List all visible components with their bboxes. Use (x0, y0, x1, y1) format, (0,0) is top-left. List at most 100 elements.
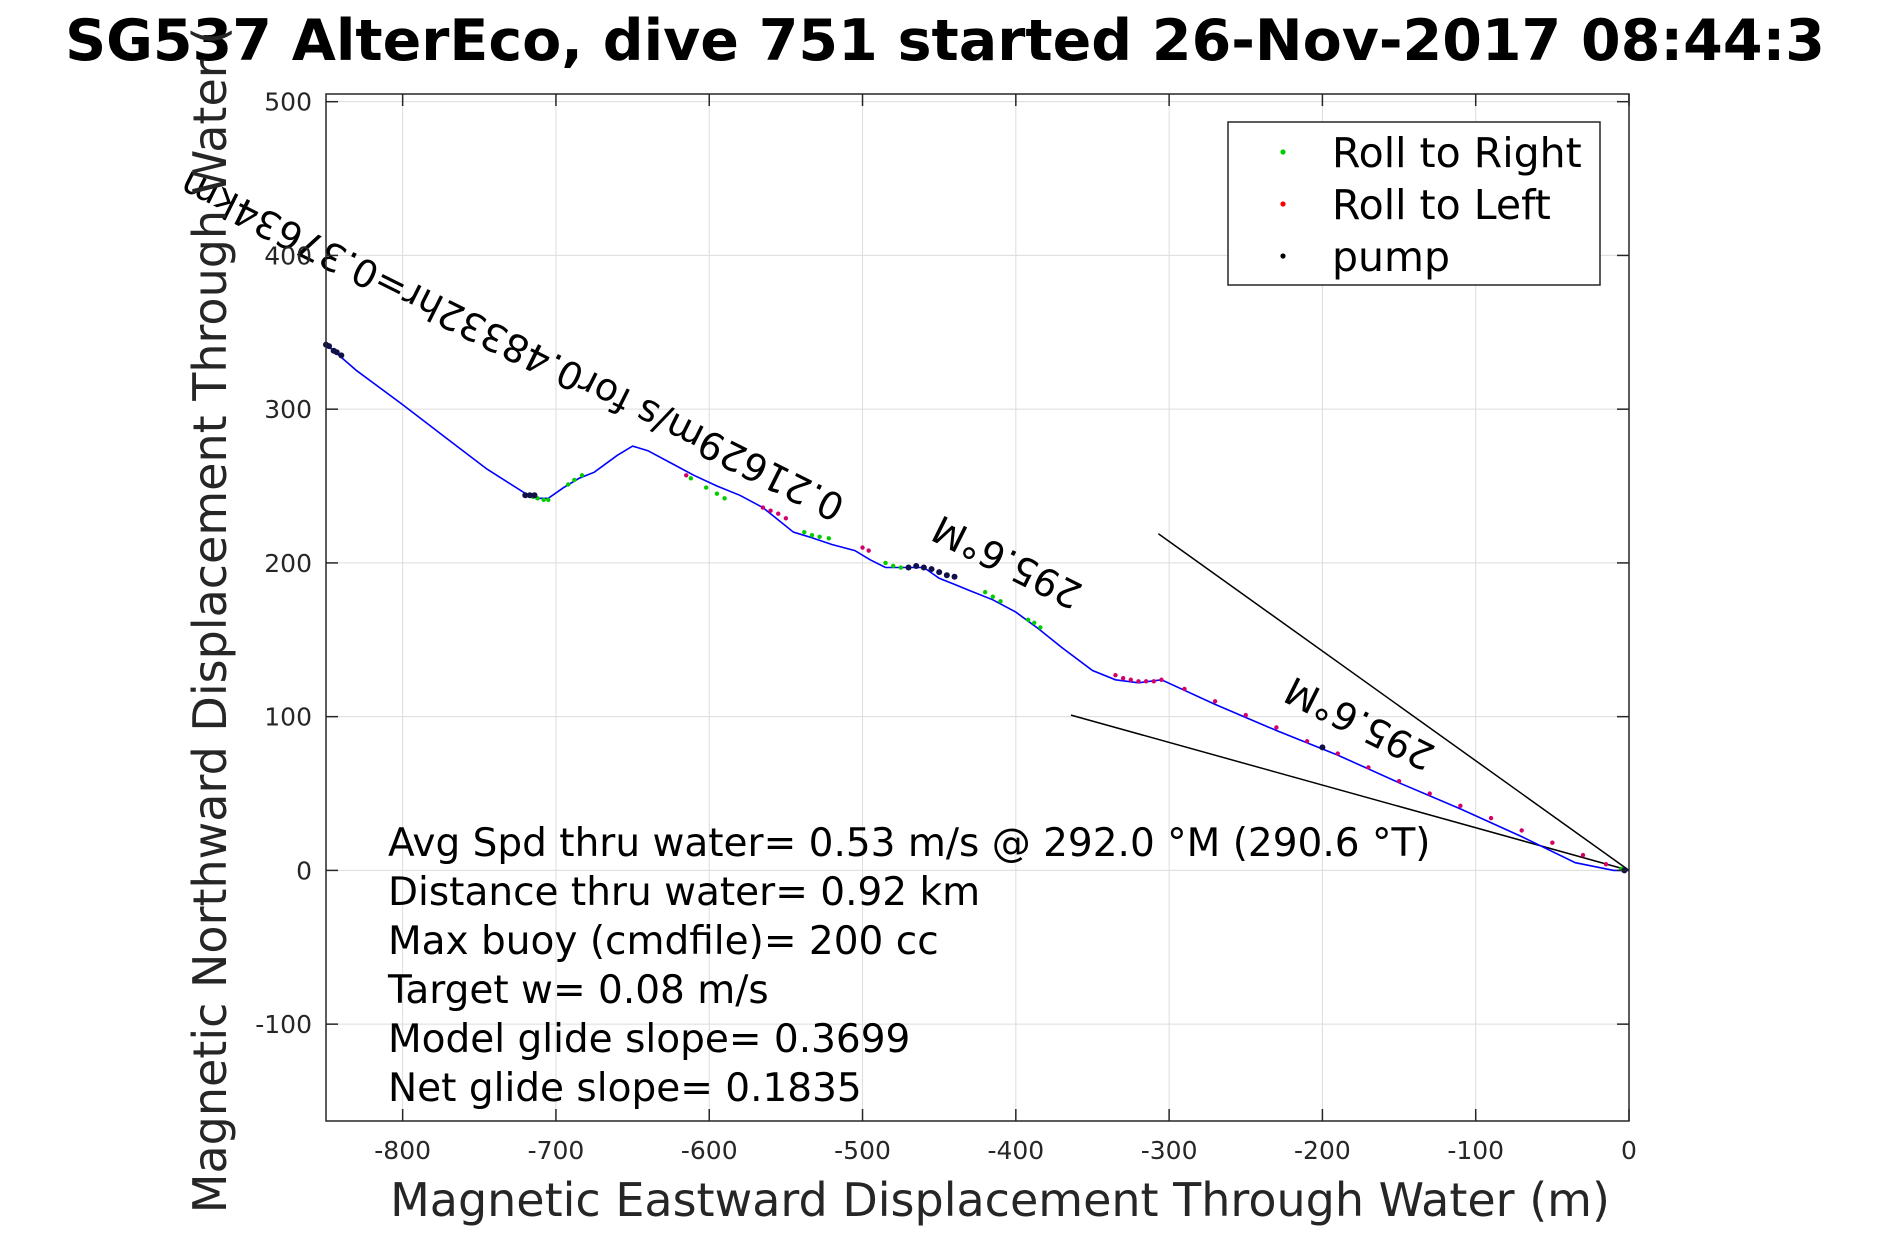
pump-point (526, 492, 533, 499)
annotation-line: Max buoy (cmdfile)= 200 cc (388, 919, 939, 964)
roll-right-point (579, 473, 585, 478)
legend-marker (1280, 253, 1286, 259)
legend-label: Roll to Left (1332, 181, 1551, 229)
annotation-line: Distance thru water= 0.92 km (388, 870, 980, 915)
roll-left-point (1396, 779, 1402, 784)
annotation-block: Avg Spd thru water= 0.53 m/s @ 292.0 °M … (387, 821, 1431, 1111)
roll-right-point (1025, 617, 1031, 622)
roll-left-point (760, 505, 766, 510)
pump-point (333, 349, 340, 356)
pump-point (951, 573, 958, 580)
guide-line (1157, 533, 1630, 872)
roll-left-point (1136, 679, 1141, 684)
roll-left-point (860, 545, 865, 550)
annotation-line: Target w= 0.08 m/s (387, 968, 769, 1013)
roll-left-point (684, 473, 689, 478)
roll-left-point (1603, 862, 1609, 867)
legend-marker (1280, 201, 1286, 207)
annotation-line: Model glide slope= 0.3699 (388, 1017, 910, 1062)
roll-left-point (1580, 852, 1586, 858)
roll-right-point (898, 565, 904, 570)
guide-lines (1070, 533, 1630, 872)
roll-right-point (1038, 625, 1043, 630)
roll-left-point (1274, 725, 1279, 730)
x-axis-label: Magnetic Eastward Displacement Through W… (390, 1173, 1610, 1227)
x-axis-ticks: -800 -700 -600 -500 -400 -300 -200 -100 0 (374, 94, 1637, 1165)
roll-left-point (1550, 840, 1555, 845)
roll-left-point (866, 548, 871, 553)
y-tick-label: 100 (264, 703, 312, 732)
roll-left-point (1182, 686, 1187, 692)
plot-frame (325, 93, 1630, 1122)
pump-point (338, 352, 345, 359)
y-tick-label: 400 (264, 241, 312, 270)
grid-lines (326, 94, 1630, 1121)
roll-left-point (1113, 672, 1118, 678)
legend-label: Roll to Right (1332, 129, 1582, 177)
pump-point (905, 564, 912, 571)
guide-line (1070, 714, 1630, 872)
roll-right-point (890, 563, 896, 569)
chart-title: SG537 AlterEco, dive 751 started 26-Nov-… (65, 8, 1825, 74)
roll-left-point (1159, 677, 1164, 682)
x-tick-label: -600 (681, 1136, 738, 1165)
roll-right-point (688, 476, 694, 481)
x-tick-label: -300 (1141, 1136, 1198, 1165)
roll-left-point (1366, 765, 1371, 770)
roll-left-point (1243, 712, 1248, 718)
y-tick-label: 300 (264, 395, 312, 424)
roll-right-point (990, 594, 996, 599)
y-tick-label: 500 (264, 88, 312, 117)
pump-point (936, 569, 943, 576)
x-tick-label: -800 (374, 1136, 431, 1165)
pump-point (920, 564, 927, 571)
roll-right-point (817, 534, 822, 539)
roll-right-point (722, 496, 727, 501)
roll-left-point (783, 516, 789, 521)
annotation-line: Avg Spd thru water= 0.53 m/s @ 292.0 °M … (388, 821, 1431, 866)
roll-left-point (776, 511, 781, 516)
roll-left-point (1335, 751, 1340, 756)
y-tick-label: -100 (255, 1010, 312, 1039)
roll-left-point (768, 508, 773, 513)
x-tick-label: -400 (987, 1136, 1044, 1165)
roll-right-point (982, 589, 988, 595)
roll-right-point (998, 599, 1003, 604)
roll-left-point (1143, 679, 1149, 684)
roll-right-point (703, 485, 709, 490)
roll-left-point (1519, 828, 1524, 833)
roll-right-point (572, 477, 577, 483)
roll-left-point (1488, 815, 1494, 821)
roll-right-point (714, 491, 720, 496)
y-tick-label: 0 (296, 856, 312, 885)
annotation-line: Net glide slope= 0.1835 (388, 1066, 862, 1111)
roll-right-point (809, 533, 815, 538)
roll-right-point (541, 497, 546, 503)
roll-left-point (1151, 679, 1156, 684)
roll-right-point (546, 497, 551, 503)
y-tick-label: 200 (264, 549, 312, 578)
x-tick-label: -100 (1447, 1136, 1504, 1165)
pump-point (522, 492, 529, 499)
roll-left-point (1212, 699, 1218, 704)
x-tick-label: -700 (528, 1136, 585, 1165)
legend-box (1227, 121, 1601, 286)
roll-right-point (883, 560, 888, 566)
roll-left-point (1304, 739, 1310, 744)
roll-left-point (1458, 803, 1463, 809)
pump-point (531, 492, 538, 499)
pump-point (326, 343, 333, 350)
x-tick-label: -500 (834, 1136, 891, 1165)
roll-left-point (1427, 791, 1432, 796)
roll-left-point (1128, 677, 1133, 682)
y-axis-label: Magnetic Northward Displacement Through … (183, 27, 237, 1213)
pump-point (943, 572, 950, 579)
y-axis-ticks: -100 0 100 200 300 400 500 (255, 88, 1629, 1039)
legend-label: pump (1332, 233, 1450, 281)
pump-point (928, 566, 935, 573)
x-tick-label: -200 (1294, 1136, 1351, 1165)
roll-left-point (1120, 676, 1126, 681)
roll-right-point (826, 536, 832, 541)
